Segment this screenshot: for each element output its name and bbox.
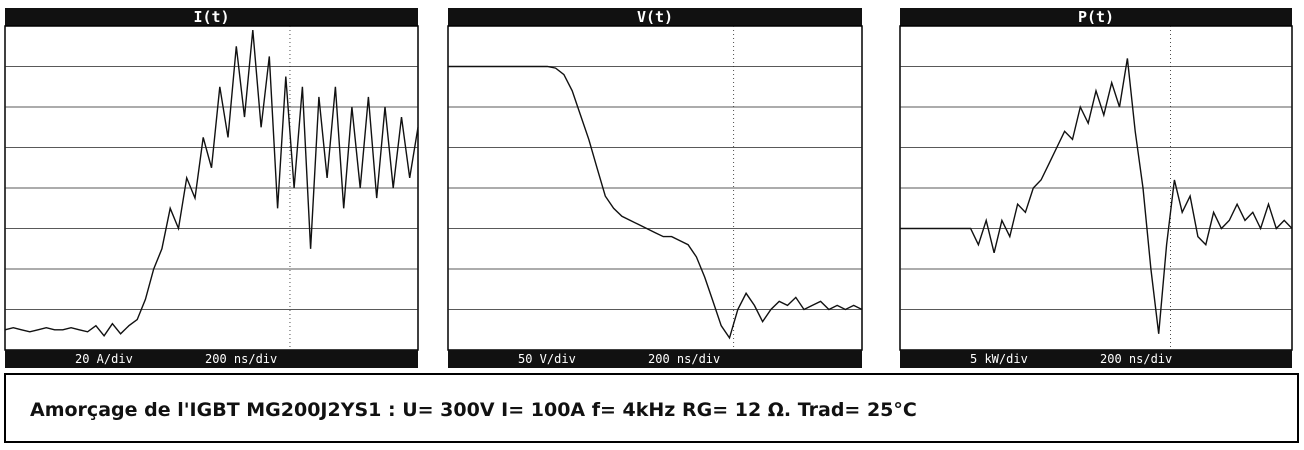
- vertical-scale: 20 A/div: [75, 352, 133, 366]
- figure: Amorçage de l'IGBT MG200J2YS1 : U= 300V …: [0, 0, 1304, 450]
- time-scale: 200 ns/div: [648, 352, 720, 366]
- panel-title: V(t): [637, 8, 673, 26]
- time-scale: 200 ns/div: [1100, 352, 1172, 366]
- panel-title: I(t): [193, 8, 229, 26]
- caption: Amorçage de l'IGBT MG200J2YS1 : U= 300V …: [30, 399, 917, 421]
- vertical-scale: 5 kW/div: [970, 352, 1028, 366]
- status-bar: [900, 350, 1292, 368]
- time-scale: 200 ns/div: [205, 352, 277, 366]
- panel-title: P(t): [1078, 8, 1114, 26]
- vertical-scale: 50 V/div: [518, 352, 576, 366]
